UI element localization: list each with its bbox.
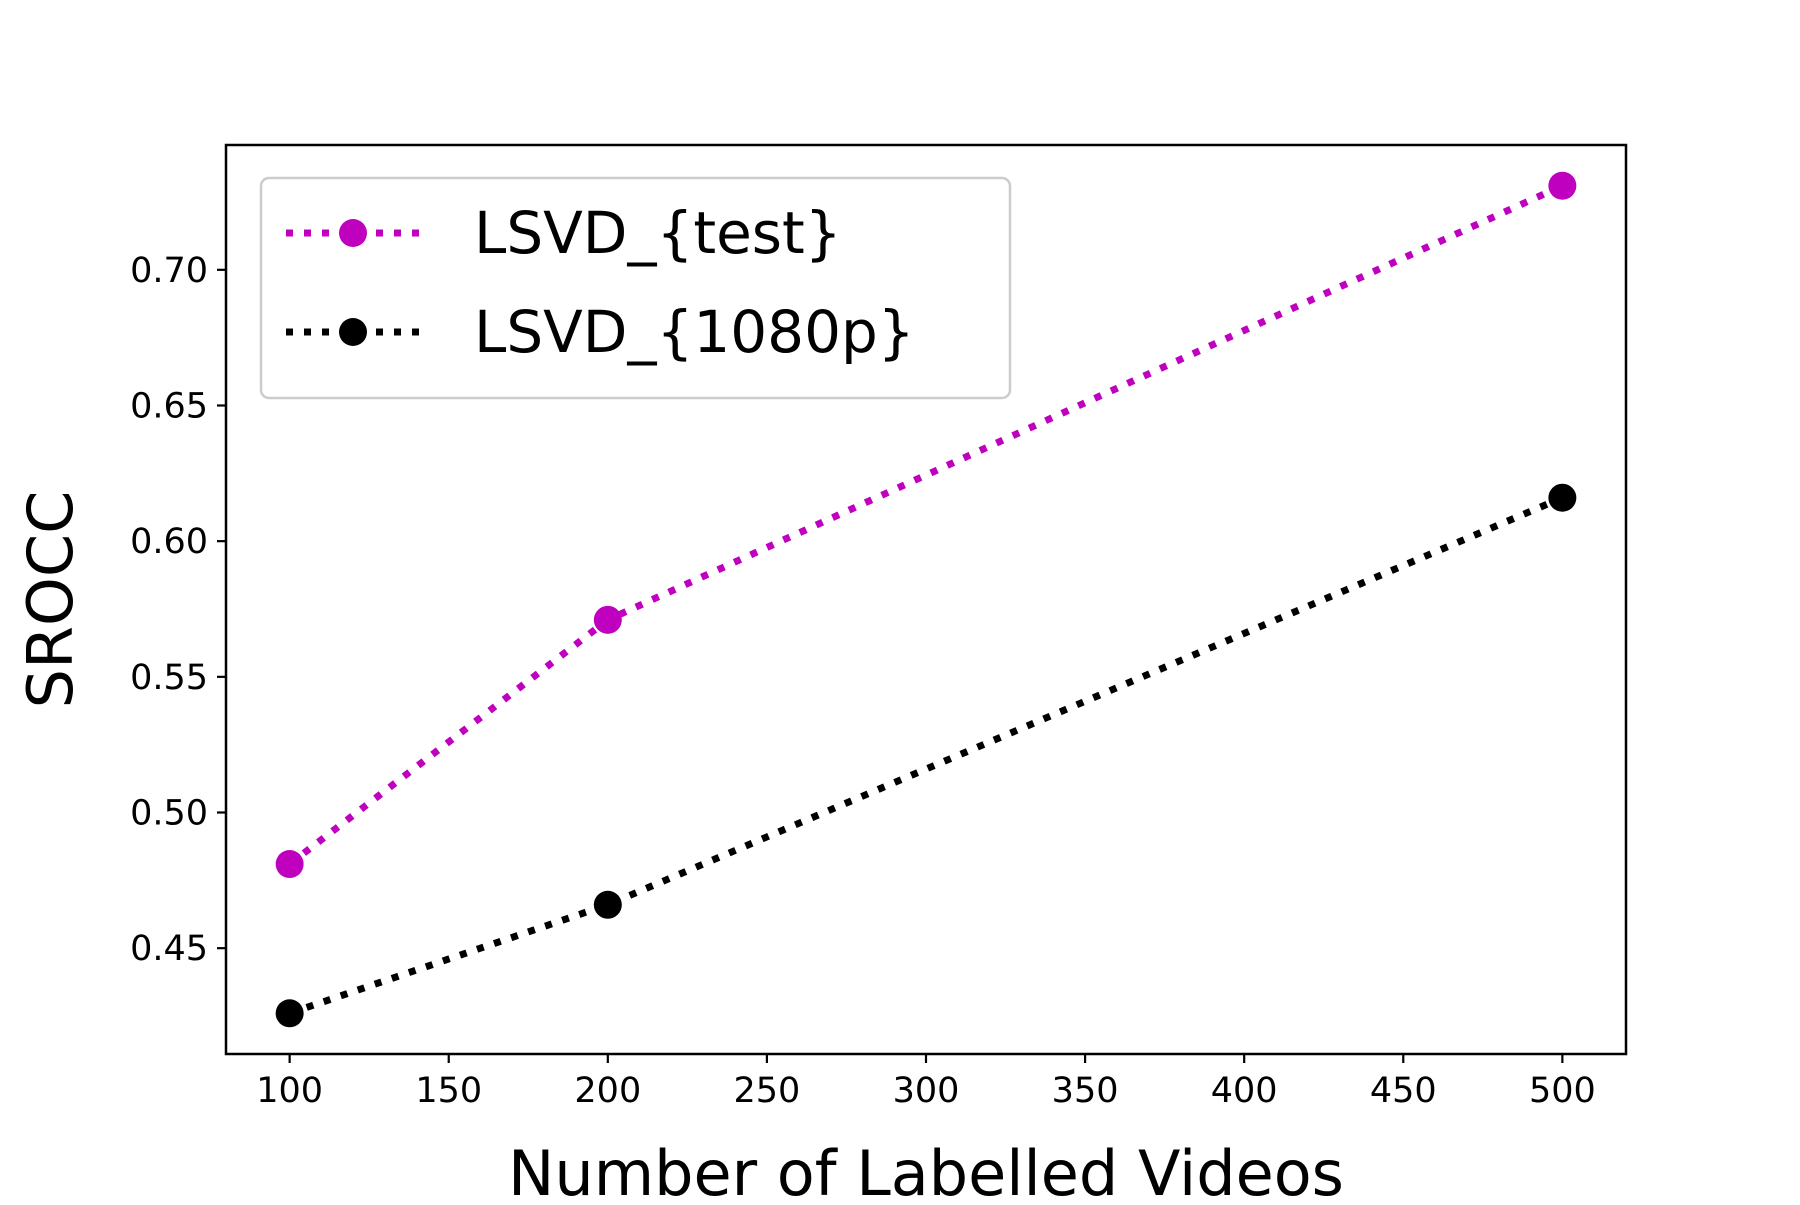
x-axis-label: Number of Labelled Videos xyxy=(508,1137,1344,1200)
x-tick-label: 350 xyxy=(1052,1071,1119,1111)
legend-marker xyxy=(339,318,367,346)
x-tick-label: 150 xyxy=(415,1071,482,1111)
legend: LSVD_{test} LSVD_{1080p} xyxy=(259,176,1012,400)
y-axis-label: SROCC xyxy=(14,491,87,709)
x-tick-label: 250 xyxy=(734,1071,801,1111)
y-tick-label: 0.55 xyxy=(130,658,208,698)
data-point xyxy=(275,850,304,879)
x-tick-label: 300 xyxy=(893,1071,960,1111)
y-tick-label: 0.50 xyxy=(130,794,208,834)
y-tick-label: 0.70 xyxy=(130,251,208,291)
x-tick-label: 450 xyxy=(1370,1071,1437,1111)
data-point xyxy=(1548,483,1577,512)
data-point xyxy=(275,999,304,1028)
x-tick-label: 400 xyxy=(1211,1071,1278,1111)
y-tick-label: 0.65 xyxy=(130,386,208,426)
x-tick-label: 100 xyxy=(256,1071,323,1111)
y-tick-label: 0.60 xyxy=(130,522,208,562)
data-point xyxy=(593,605,622,634)
legend-marker xyxy=(339,219,367,247)
y-axis: 0.45 0.50 0.55 0.60 0.65 0.70 xyxy=(130,251,226,969)
y-tick-label: 0.45 xyxy=(130,929,208,969)
x-tick-label: 500 xyxy=(1529,1071,1596,1111)
data-point xyxy=(1548,171,1577,200)
legend-entry: LSVD_{1080p} xyxy=(474,298,915,366)
plot-layer xyxy=(275,171,1577,1028)
x-axis: 100 150 200 250 300 350 400 450 500 xyxy=(256,1054,1596,1111)
legend-entry: LSVD_{test} xyxy=(474,199,842,267)
legend-box xyxy=(259,176,1012,400)
series-line-1 xyxy=(288,494,1564,1017)
x-tick-label: 200 xyxy=(574,1071,641,1111)
data-point xyxy=(593,890,622,919)
